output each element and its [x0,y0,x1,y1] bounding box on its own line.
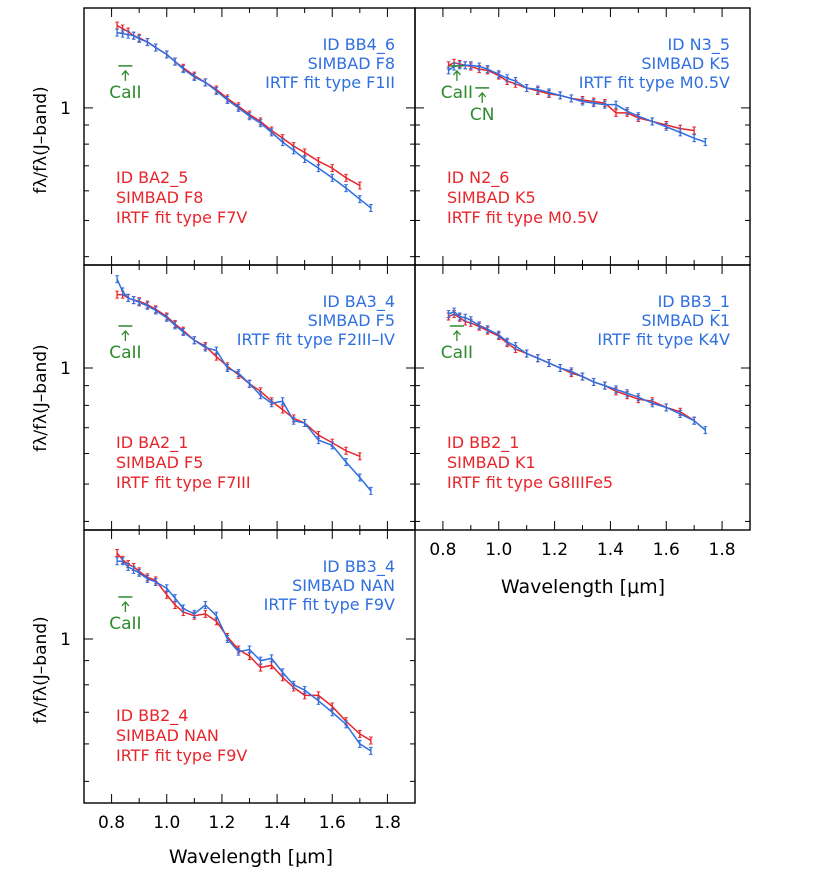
observed-info-label: IRTF fit type G8IIIFe5 [447,473,613,492]
x-tick-label: 0.8 [98,813,125,833]
observed-info-label: ID BA2_5 [116,168,188,188]
observed-spectrum-line [116,552,372,742]
template-info-label: ID N3_5 [668,35,730,55]
template-info-label: IRTF fit type K4V [597,330,730,349]
y-tick-label: 1 [60,359,71,379]
caii-marker: CaII [109,596,142,634]
template-info-label: IRTF fit type F2III–IV [237,330,395,349]
x-axis-label-right: Wavelength [μm] [501,576,665,598]
marker-label: CaII [109,83,141,103]
marker-arrow-icon [121,330,130,336]
y-axis-label-bottom: fλ/fλ(J–band) [31,616,51,723]
template-info-label: SIMBAD F5 [308,311,395,330]
caii-marker: CaII [441,325,473,363]
template-spectrum-line [116,31,372,209]
y-axis-label-top: fλ/fλ(J–band) [31,86,51,193]
observed-info-label: SIMBAD NAN [116,726,219,745]
y-tick-label: 1 [60,99,71,119]
observed-info-label: SIMBAD K1 [447,453,536,472]
marker-label: CaII [109,343,141,363]
template-info-label: SIMBAD NAN [292,576,395,595]
x-tick-label: 1.2 [208,813,235,833]
template-spectrum-line [116,278,372,492]
template-info-label: ID BB3_1 [658,292,730,312]
template-spectrum-line [448,64,706,143]
caii-marker: CaII [441,65,473,103]
observed-info-label: SIMBAD F5 [116,453,203,472]
template-info-label: SIMBAD K1 [641,311,730,330]
template-info-label: IRTF fit type F1II [265,73,395,92]
marker-arrow-icon [452,69,461,76]
template-info-label: SIMBAD K5 [641,54,730,73]
observed-info-label: ID BB2_1 [447,433,519,453]
marker-arrow-icon [121,601,130,607]
marker-arrow-icon [121,69,130,76]
observed-info-label: IRTF fit type F9V [116,746,247,765]
y-axis-label-middle: fλ/fλ(J–band) [31,344,51,451]
template-info-label: IRTF fit type F9V [264,595,395,614]
x-tick-label: 1.6 [653,540,680,560]
observed-info-label: IRTF fit type F7V [116,208,247,227]
caii-marker: CaII [109,65,142,103]
x-tick-label: 1.2 [541,540,568,560]
observed-info-label: IRTF fit type M0.5V [447,208,598,227]
observed-info-label: ID N2_6 [447,168,509,188]
marker-label: CaII [109,614,141,634]
template-info-label: ID BA3_4 [323,292,395,312]
marker-label: CaII [441,343,473,363]
cn-marker: CN [470,87,495,125]
template-info-label: ID BB4_6 [323,35,395,55]
template-spectrum-line [117,560,372,752]
x-tick-label: 1.4 [264,813,291,833]
x-tick-label: 1.8 [374,813,401,833]
x-tick-label: 1.8 [709,540,736,560]
marker-arrow-icon [478,91,487,98]
marker-arrow-icon [452,330,461,336]
template-spectrum-line [448,310,706,431]
x-tick-label: 0.8 [429,540,456,560]
observed-info-label: SIMBAD F8 [116,188,203,207]
template-info-label: SIMBAD F8 [308,54,395,73]
observed-info-label: ID BA2_1 [116,433,188,453]
observed-info-label: ID BB2_4 [116,706,188,726]
observed-info-label: SIMBAD K5 [447,188,536,207]
marker-label: CaII [441,83,473,103]
template-info-label: ID BB3_4 [323,557,395,577]
x-tick-label: 1.0 [485,540,512,560]
template-info-label: IRTF fit type M0.5V [579,73,730,92]
x-tick-label: 1.4 [597,540,624,560]
marker-label: CN [470,105,495,125]
x-tick-label: 1.6 [319,813,346,833]
x-axis-label-bottom: Wavelength [μm] [169,846,333,868]
observed-info-label: IRTF fit type F7III [116,473,251,492]
x-tick-label: 1.0 [153,813,180,833]
caii-marker: CaII [109,325,142,363]
y-tick-label: 1 [60,630,71,650]
